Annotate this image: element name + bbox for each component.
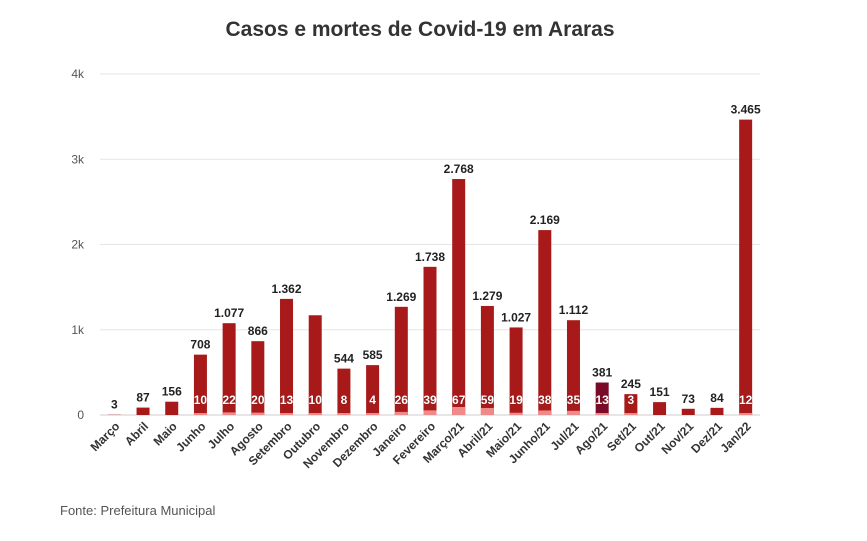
deaths-value-label: 26 bbox=[395, 393, 409, 407]
cases-value-label: 245 bbox=[621, 377, 641, 391]
deaths-bar bbox=[193, 413, 207, 415]
cases-bar bbox=[595, 382, 609, 415]
deaths-bar bbox=[308, 413, 322, 415]
deaths-bar bbox=[566, 410, 580, 415]
deaths-bar bbox=[538, 410, 552, 415]
x-tick-label: Nov/21 bbox=[659, 419, 697, 457]
cases-value-label: 2.768 bbox=[444, 162, 474, 176]
deaths-bar bbox=[739, 413, 753, 415]
deaths-bar bbox=[624, 413, 638, 415]
y-tick-label: 4k bbox=[71, 67, 85, 81]
x-tick-label: Abril bbox=[122, 419, 151, 448]
x-tick-label: Junho bbox=[173, 419, 208, 454]
x-axis: Março Abril MaioJunhoJulhoAgostoSetembroOu… bbox=[88, 419, 754, 471]
deaths-value-label: 22 bbox=[222, 393, 236, 407]
cases-value-label: 1.269 bbox=[386, 290, 416, 304]
cases-value-label: 708 bbox=[190, 338, 210, 352]
cases-bar bbox=[222, 323, 236, 415]
cases-value-label: 1.077 bbox=[214, 306, 244, 320]
cases-bar bbox=[308, 315, 322, 415]
deaths-bar bbox=[337, 413, 351, 415]
cases-value-label: 1.362 bbox=[272, 282, 302, 296]
cases-bar bbox=[739, 119, 753, 415]
cases-value-label: 381 bbox=[592, 366, 612, 380]
deaths-bar bbox=[423, 410, 437, 415]
cases-bar bbox=[624, 394, 638, 415]
deaths-value-label: 35 bbox=[567, 393, 581, 407]
cases-value-label: 866 bbox=[248, 324, 268, 338]
y-tick-label: 0 bbox=[77, 408, 84, 422]
deaths-value-label: 8 bbox=[341, 393, 348, 407]
deaths-value-label: 3 bbox=[628, 393, 635, 407]
cases-bar bbox=[193, 354, 207, 415]
deaths-value-label: 39 bbox=[423, 393, 437, 407]
deaths-bar bbox=[222, 412, 236, 415]
deaths-value-label: 4 bbox=[369, 393, 376, 407]
y-tick-label: 2k bbox=[71, 238, 85, 252]
cases-bar bbox=[366, 365, 380, 415]
value-labels: 3 87 156 708 10 1.077 22 866 20 1.362 13 10 544 8 585 4… bbox=[111, 103, 761, 412]
deaths-bar bbox=[280, 413, 294, 415]
deaths-value-label: 10 bbox=[194, 393, 208, 407]
x-tick-label: Ago/21 bbox=[572, 419, 610, 457]
deaths-bar bbox=[394, 411, 408, 415]
deaths-bar bbox=[452, 407, 466, 415]
cases-value-label: 1.279 bbox=[472, 289, 502, 303]
deaths-value-label: 10 bbox=[309, 393, 323, 407]
cases-bar bbox=[136, 407, 150, 415]
cases-bar bbox=[394, 306, 408, 415]
x-tick-label: Março bbox=[88, 419, 123, 454]
x-tick-label: Jan/22 bbox=[717, 419, 754, 456]
cases-value-label: 151 bbox=[650, 385, 670, 399]
cases-bar bbox=[509, 327, 523, 415]
x-tick-label: Dez/21 bbox=[688, 419, 725, 456]
cases-value-label: 2.169 bbox=[530, 213, 560, 227]
cases-bar bbox=[480, 305, 494, 415]
deaths-value-label: 19 bbox=[509, 393, 523, 407]
cases-bar bbox=[280, 298, 294, 415]
deaths-bar bbox=[480, 407, 494, 415]
cases-bar bbox=[538, 230, 552, 415]
deaths-bar bbox=[251, 412, 265, 415]
cases-value-label: 3.465 bbox=[731, 103, 761, 117]
cases-bar bbox=[653, 402, 667, 415]
cases-value-label: 1.027 bbox=[501, 310, 531, 324]
cases-bar bbox=[710, 407, 724, 415]
cases-value-label: 3 bbox=[111, 398, 118, 412]
cases-value-label: 585 bbox=[363, 348, 383, 362]
cases-bar bbox=[566, 320, 580, 415]
cases-value-label: 544 bbox=[334, 352, 354, 366]
deaths-value-label: 67 bbox=[452, 393, 466, 407]
y-tick-label: 1k bbox=[71, 323, 85, 337]
deaths-bar bbox=[509, 412, 523, 415]
bars bbox=[107, 119, 753, 415]
deaths-value-label: 20 bbox=[251, 393, 265, 407]
source-note: Fonte: Prefeitura Municipal bbox=[60, 503, 216, 518]
deaths-value-label: 13 bbox=[595, 393, 609, 407]
cases-value-label: 1.112 bbox=[559, 303, 589, 317]
cases-value-label: 156 bbox=[162, 385, 182, 399]
deaths-value-label: 59 bbox=[481, 393, 495, 407]
cases-bar bbox=[681, 408, 695, 415]
cases-bar bbox=[452, 179, 466, 415]
cases-bar bbox=[423, 266, 437, 415]
cases-value-label: 73 bbox=[682, 392, 696, 406]
cases-value-label: 1.738 bbox=[415, 250, 445, 264]
deaths-bar bbox=[595, 413, 609, 415]
cases-bar bbox=[337, 368, 351, 415]
deaths-value-label: 38 bbox=[538, 393, 552, 407]
cases-value-label: 87 bbox=[136, 391, 150, 405]
cases-bar bbox=[251, 341, 265, 415]
deaths-value-label: 13 bbox=[280, 393, 294, 407]
chart-title: Casos e mortes de Covid-19 em Araras bbox=[225, 18, 615, 41]
cases-value-label: 84 bbox=[710, 391, 724, 405]
y-tick-label: 3k bbox=[71, 152, 85, 166]
cases-bar bbox=[165, 401, 179, 415]
deaths-value-label: 12 bbox=[739, 393, 753, 407]
deaths-bar bbox=[366, 413, 380, 415]
y-axis: 0 1k 2k 3k 4k bbox=[71, 67, 85, 422]
